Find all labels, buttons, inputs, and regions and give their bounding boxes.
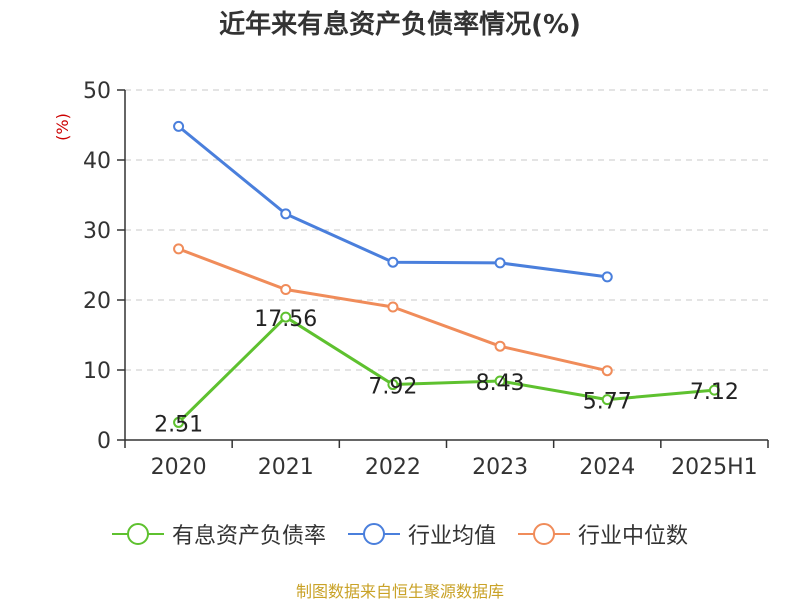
data-point (601, 365, 613, 377)
data-point (494, 340, 506, 352)
x-tick-label: 2023 (472, 455, 528, 480)
legend-label: 行业均值 (407, 524, 496, 549)
y-axis-label: (%) (53, 113, 72, 141)
legend-label: 行业中位数 (578, 524, 689, 549)
series-line-1 (177, 125, 608, 279)
data-label: 2.51 (154, 412, 203, 437)
x-axis: 2020 2021 2022 2023 2024 2025H1 (124, 439, 769, 480)
data-point (173, 120, 185, 132)
data-point (173, 243, 185, 255)
x-tick-label: 2020 (151, 455, 207, 480)
y-tick-label: 10 (83, 359, 111, 384)
legend-marker-icon (347, 522, 400, 546)
y-axis: 0 10 20 30 40 50 (83, 79, 126, 454)
legend-item[interactable]: 有息资产负债率 (111, 518, 326, 550)
legend-marker-icon (518, 522, 570, 546)
y-tick-label: 40 (83, 149, 111, 174)
y-tick-label: 30 (83, 219, 111, 244)
series-lines (173, 120, 720, 428)
data-point (601, 271, 613, 283)
data-point (173, 416, 185, 428)
y-tick-label: 50 (83, 79, 111, 104)
data-point (494, 375, 506, 387)
legend: 有息资产负债率 行业均值 行业中位数 (0, 518, 800, 550)
gridlines (125, 89, 768, 371)
data-label: 7.92 (368, 375, 417, 400)
data-point (280, 311, 292, 323)
data-labels: 2.51 17.56 7.92 8.43 5.77 7.12 (154, 307, 739, 437)
data-point (494, 257, 506, 269)
x-tick-label: 2024 (579, 455, 635, 480)
series-line-0 (177, 315, 715, 424)
source-note: 制图数据来自恒生聚源数据库 (295, 582, 504, 601)
x-tick-label: 2021 (258, 455, 314, 480)
chart-title: 近年来有息资产负债率情况(%) (219, 10, 581, 40)
legend-item[interactable]: 行业均值 (347, 518, 496, 550)
data-point (387, 379, 399, 391)
data-point (708, 384, 720, 396)
x-tick-label: 2025H1 (671, 455, 758, 480)
data-point (280, 208, 292, 220)
data-label: 17.56 (254, 307, 317, 332)
data-label: 8.43 (476, 371, 525, 396)
legend-marker-icon (111, 522, 164, 546)
data-point (280, 284, 292, 295)
x-tick-label: 2022 (365, 455, 421, 480)
data-point (387, 256, 399, 268)
y-tick-label: 0 (97, 429, 111, 454)
data-point (387, 301, 399, 313)
y-tick-label: 20 (83, 289, 111, 314)
data-point (601, 394, 613, 406)
data-label: 5.77 (583, 390, 632, 415)
legend-label: 有息资产负债率 (171, 524, 326, 549)
legend-item[interactable]: 行业中位数 (518, 518, 688, 550)
data-label: 7.12 (690, 380, 739, 405)
